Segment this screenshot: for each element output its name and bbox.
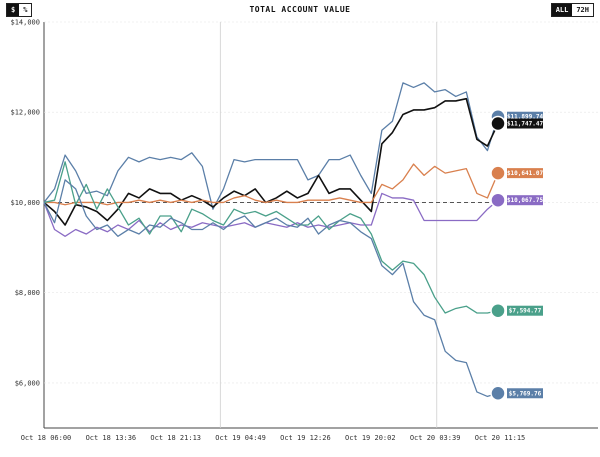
series-line bbox=[43, 192, 499, 237]
x-tick-label: Oct 18 21:13 bbox=[150, 434, 201, 442]
series-line bbox=[43, 82, 499, 210]
series-end-value: $7,594.77 bbox=[509, 308, 542, 315]
series-end-badge bbox=[507, 111, 543, 122]
x-tick-label: Oct 18 13:36 bbox=[86, 434, 137, 442]
top-bar: $ % TOTAL ACCOUNT VALUE ALL 72H bbox=[0, 0, 600, 22]
series-end-icon bbox=[490, 192, 506, 208]
x-tick-label: Oct 18 06:00 bbox=[21, 434, 72, 442]
series-end-value: $5,769.76 bbox=[509, 390, 542, 397]
unit-toggle[interactable]: $ % bbox=[6, 3, 33, 17]
unit-percent-option[interactable]: % bbox=[19, 4, 32, 16]
series-end-value: $11,899.74 bbox=[507, 114, 544, 121]
y-tick-label: $10,000 bbox=[10, 199, 40, 207]
y-tick-label: $14,000 bbox=[10, 19, 40, 27]
series-end-badge bbox=[507, 195, 543, 206]
x-tick-label: Oct 19 20:02 bbox=[345, 434, 396, 442]
range-toggle[interactable]: ALL 72H bbox=[550, 3, 594, 17]
y-tick-label: $12,000 bbox=[10, 109, 40, 117]
series-line bbox=[44, 163, 499, 206]
series-end-icon bbox=[490, 115, 506, 132]
series-end-badge bbox=[507, 118, 543, 129]
unit-dollar-option[interactable]: $ bbox=[7, 4, 20, 16]
x-tick-label: Oct 20 03:39 bbox=[410, 434, 461, 442]
series-end-value: $11,747.47 bbox=[507, 121, 544, 128]
x-tick-label: Oct 19 04:49 bbox=[215, 434, 266, 442]
y-tick-label: $8,000 bbox=[15, 289, 40, 297]
series-end-value: $10,641.07 bbox=[507, 170, 544, 177]
series-line bbox=[43, 179, 499, 398]
range-all-option[interactable]: ALL bbox=[551, 4, 573, 16]
x-tick-label: Oct 19 12:26 bbox=[280, 434, 331, 442]
range-72h-option[interactable]: 72H bbox=[572, 4, 593, 16]
series-end-badge bbox=[507, 388, 543, 399]
series-end-badge bbox=[507, 305, 543, 316]
series-end-icon bbox=[490, 385, 506, 402]
series-line bbox=[43, 97, 499, 226]
series-end-badge bbox=[507, 168, 543, 179]
x-tick-label: Oct 20 11:15 bbox=[475, 434, 526, 442]
series-end-value: $10,067.75 bbox=[507, 197, 544, 204]
series-end-icon bbox=[490, 165, 506, 181]
series-line bbox=[43, 161, 499, 314]
chart-title: TOTAL ACCOUNT VALUE bbox=[249, 5, 351, 14]
series-end-icon bbox=[490, 302, 506, 319]
y-tick-label: $6,000 bbox=[15, 379, 40, 387]
